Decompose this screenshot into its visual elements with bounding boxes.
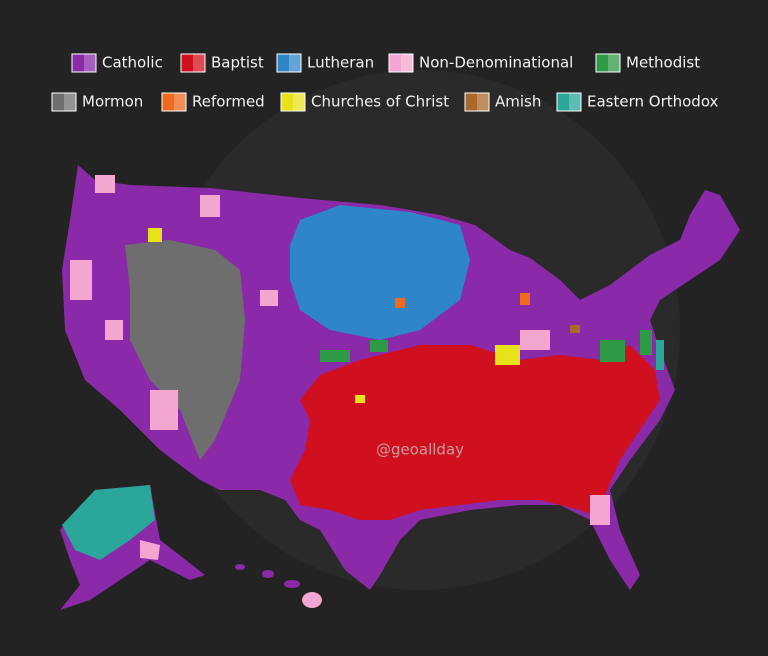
legend-swatch (464, 92, 490, 112)
baptist-region (290, 345, 660, 520)
churches-of-christ-patches (148, 228, 520, 403)
legend-swatch (388, 53, 414, 73)
lutheran-region (290, 205, 470, 340)
us-map (62, 165, 740, 590)
legend-label: Lutheran (307, 54, 374, 72)
legend-label: Amish (495, 93, 541, 111)
legend-swatch (51, 92, 77, 112)
legend-swatch-shade (293, 93, 305, 111)
mormon-region (125, 240, 245, 460)
watermark: @geoallday (376, 441, 464, 459)
legend-swatch-shade (289, 54, 301, 72)
orthodox-patch (656, 340, 664, 370)
legend-label: Churches of Christ (311, 93, 449, 111)
legend-label: Catholic (102, 54, 163, 72)
reformed-patch (395, 298, 405, 308)
legend-swatch (161, 92, 187, 112)
legend-swatch (556, 92, 582, 112)
amish-patch (570, 325, 580, 333)
legend-swatch-shade (193, 54, 205, 72)
legend-label: Methodist (626, 54, 700, 72)
legend-label: Baptist (211, 54, 264, 72)
legend-label: Eastern Orthodox (587, 93, 719, 111)
legend: Catholic Baptist Lutheran Non-Denominationa… (51, 53, 719, 112)
legend-label: Mormon (82, 93, 143, 111)
legend-swatch (595, 53, 621, 73)
legend-swatch (276, 53, 302, 73)
methodist-patches (320, 330, 652, 362)
legend-swatch-shade (569, 93, 581, 111)
legend-label: Non-Denominational (419, 54, 573, 72)
legend-swatch-shade (477, 93, 489, 111)
legend-swatch-shade (174, 93, 186, 111)
mixed-patches (70, 175, 610, 525)
legend-swatch (71, 53, 97, 73)
legend-swatch-shade (401, 54, 413, 72)
legend-swatch-shade (64, 93, 76, 111)
legend-swatch (180, 53, 206, 73)
hawaii (235, 564, 322, 608)
alaska (60, 485, 205, 610)
legend-swatch (280, 92, 306, 112)
legend-swatch-shade (608, 54, 620, 72)
legend-swatch-shade (84, 54, 96, 72)
reformed-patch (520, 293, 530, 305)
legend-label: Reformed (192, 93, 265, 111)
